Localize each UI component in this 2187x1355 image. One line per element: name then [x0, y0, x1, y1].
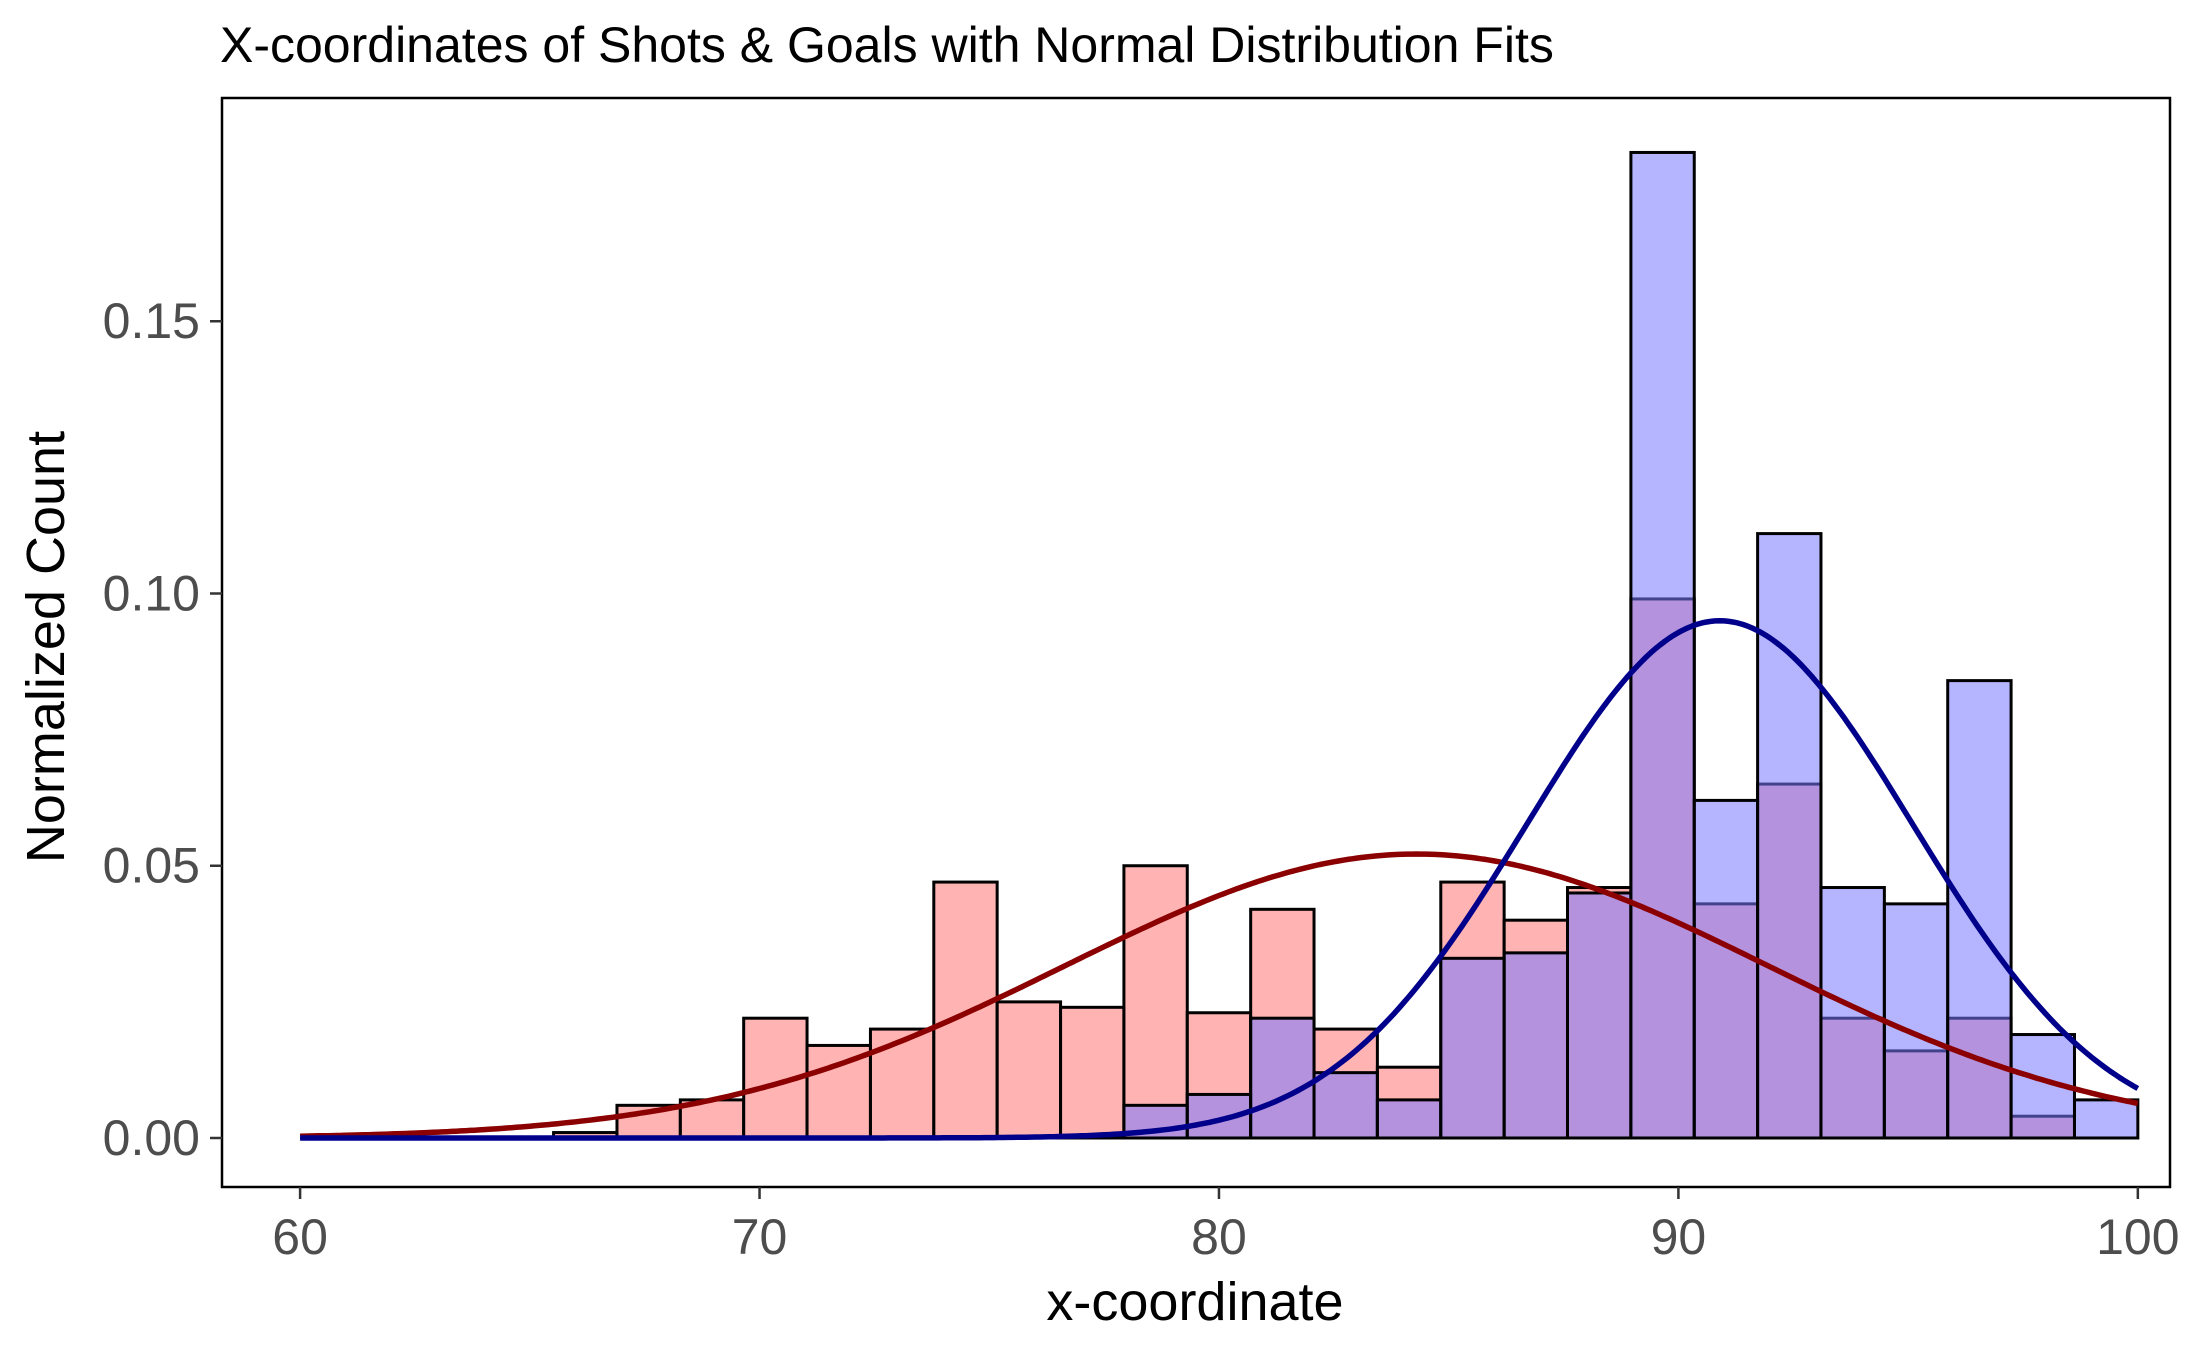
histogram-bar-series-2 — [1249, 1016, 1316, 1140]
y-tick-label: 0.15 — [103, 293, 200, 349]
histogram-bar-series-1 — [1059, 1005, 1126, 1140]
chart-title: X-coordinates of Shots & Goals with Norm… — [220, 17, 1554, 73]
y-axis-title: Normalized Count — [16, 431, 76, 863]
x-tick-label: 80 — [1191, 1209, 1247, 1265]
histogram-bar-series-2 — [1502, 951, 1569, 1140]
histogram-bar-series-2 — [1439, 956, 1506, 1140]
fit-curve-2 — [300, 618, 2140, 1141]
plot-border — [220, 96, 2172, 1189]
histogram-bar-series-1 — [932, 880, 999, 1140]
histogram-bar-series-2 — [2072, 1098, 2140, 1140]
histogram-bar-series-2 — [1882, 902, 1950, 1140]
histogram-bar-series-2 — [1565, 891, 1633, 1140]
y-tick-label: 0.10 — [103, 565, 200, 621]
y-tick-label: 0.00 — [103, 1110, 200, 1166]
plot-area: 60 70 80 90 100 0.00 0.05 0.10 0.15 — [103, 96, 2180, 1265]
histogram-bar-series-2 — [1375, 1098, 1443, 1140]
x-axis-title: x-coordinate — [1046, 1272, 1343, 1332]
x-tick-label: 100 — [2096, 1209, 2179, 1265]
histogram-bar-series-1 — [995, 1000, 1063, 1140]
x-tick-label: 70 — [732, 1209, 788, 1265]
histogram-bar-series-2 — [1819, 886, 1886, 1140]
histogram-bar-series-2 — [1312, 1071, 1379, 1140]
x-tick-label: 90 — [1651, 1209, 1707, 1265]
histogram-bar-series-2 — [1692, 798, 1760, 1140]
histogram-bar-series-2 — [1756, 532, 1823, 1140]
histogram-bar-series-1 — [1122, 864, 1189, 1140]
fit-curve-1 — [300, 851, 2139, 1139]
histogram-bar-series-1 — [868, 1027, 936, 1140]
y-tick-label: 0.05 — [103, 838, 200, 894]
x-tick-label: 60 — [272, 1209, 328, 1265]
